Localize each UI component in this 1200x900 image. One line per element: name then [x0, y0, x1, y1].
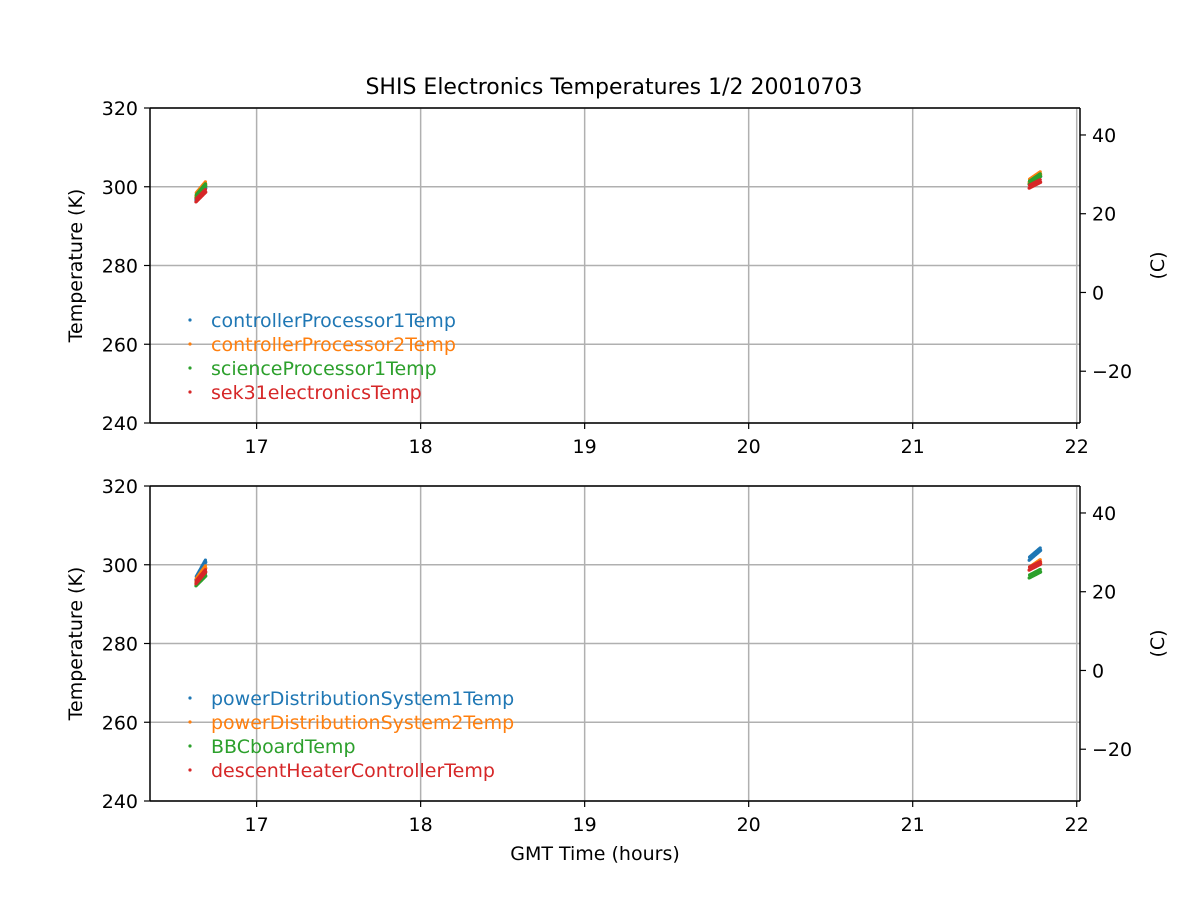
data-point [1039, 548, 1043, 552]
legend-marker [188, 366, 192, 370]
legend-label: powerDistributionSystem1Temp [211, 688, 514, 710]
legend-label: powerDistributionSystem2Temp [211, 712, 514, 734]
x-axis-label: GMT Time (hours) [510, 843, 680, 865]
x-tick-label: 22 [1065, 814, 1089, 836]
x-tick-label: 21 [901, 436, 925, 458]
data-point [1039, 180, 1043, 184]
y-tick-label: 280 [102, 634, 138, 656]
data-point [203, 188, 208, 192]
chart-title: SHIS Electronics Temperatures 1/2 200107… [365, 75, 862, 100]
data-point [1038, 178, 1042, 182]
data-point [1038, 560, 1042, 564]
y-tick-label: 320 [102, 476, 138, 498]
y-tick-label: 240 [102, 413, 138, 435]
right-y-tick-label: 20 [1092, 204, 1116, 226]
y-tick-label: 260 [102, 712, 138, 734]
right-y-tick-label: 40 [1092, 125, 1116, 147]
y-tick-label: 320 [102, 98, 138, 120]
right-y-tick-label: 40 [1092, 503, 1116, 525]
data-point [1039, 562, 1043, 566]
right-y-tick-label: 0 [1092, 282, 1104, 304]
x-tick-label: 20 [737, 436, 761, 458]
legend-marker [188, 744, 192, 748]
right-y-tick-label: 20 [1092, 582, 1116, 604]
x-tick-label: 20 [737, 814, 761, 836]
y-tick-label: 280 [102, 256, 138, 278]
top-panel: 17 18 19 20 21 22 240 260 280 300 320 −20 0 20 40 Tempe… [65, 98, 1169, 458]
data-point [204, 184, 208, 188]
legend-marker [188, 696, 192, 700]
right-y-tick-label: −20 [1092, 361, 1132, 383]
legend-marker [188, 342, 192, 346]
x-tick-label: 22 [1065, 436, 1089, 458]
x-tick-label: 17 [245, 436, 269, 458]
y-tick-label: 300 [102, 555, 138, 577]
data-point [1038, 546, 1042, 550]
legend-label: descentHeaterControllerTemp [211, 760, 495, 782]
legend-marker [188, 720, 192, 724]
data-point [1039, 570, 1043, 574]
x-tick-label: 21 [901, 814, 925, 836]
data-point [1039, 174, 1043, 178]
right-y-tick-label: 0 [1092, 660, 1104, 682]
data-point [1038, 567, 1042, 572]
x-tick-label: 19 [573, 814, 597, 836]
x-tick-label: 18 [409, 814, 433, 836]
right-y-tick-label: −20 [1092, 739, 1132, 761]
legend-label: controllerProcessor1Temp [211, 310, 456, 332]
right-y-axis-label: (C) [1147, 251, 1169, 279]
data-point [203, 182, 208, 186]
data-point [204, 190, 208, 194]
legend-label: BBCboardTemp [211, 736, 356, 758]
y-tick-label: 300 [102, 177, 138, 199]
y-axis-label: Temperature (K) [65, 189, 87, 344]
legend-label: scienceProcessor1Temp [211, 358, 437, 380]
legend-marker [188, 318, 192, 322]
right-y-axis-label: (C) [1147, 629, 1169, 657]
legend-marker [188, 390, 192, 394]
legend-marker [188, 768, 192, 772]
data-point [204, 570, 208, 574]
y-tick-label: 240 [102, 791, 138, 813]
legend-label: controllerProcessor2Temp [211, 334, 456, 356]
data-point [1038, 172, 1042, 176]
data-point [204, 560, 208, 564]
x-tick-label: 17 [245, 814, 269, 836]
y-tick-label: 260 [102, 334, 138, 356]
legend-label: sek31electronicsTemp [211, 382, 422, 404]
x-tick-label: 18 [409, 436, 433, 458]
x-tick-label: 19 [573, 436, 597, 458]
y-axis-label: Temperature (K) [65, 567, 87, 722]
bottom-panel: 17 18 19 20 21 22 240 260 280 300 320 −20 0 20 40 Tempe… [65, 476, 1169, 865]
